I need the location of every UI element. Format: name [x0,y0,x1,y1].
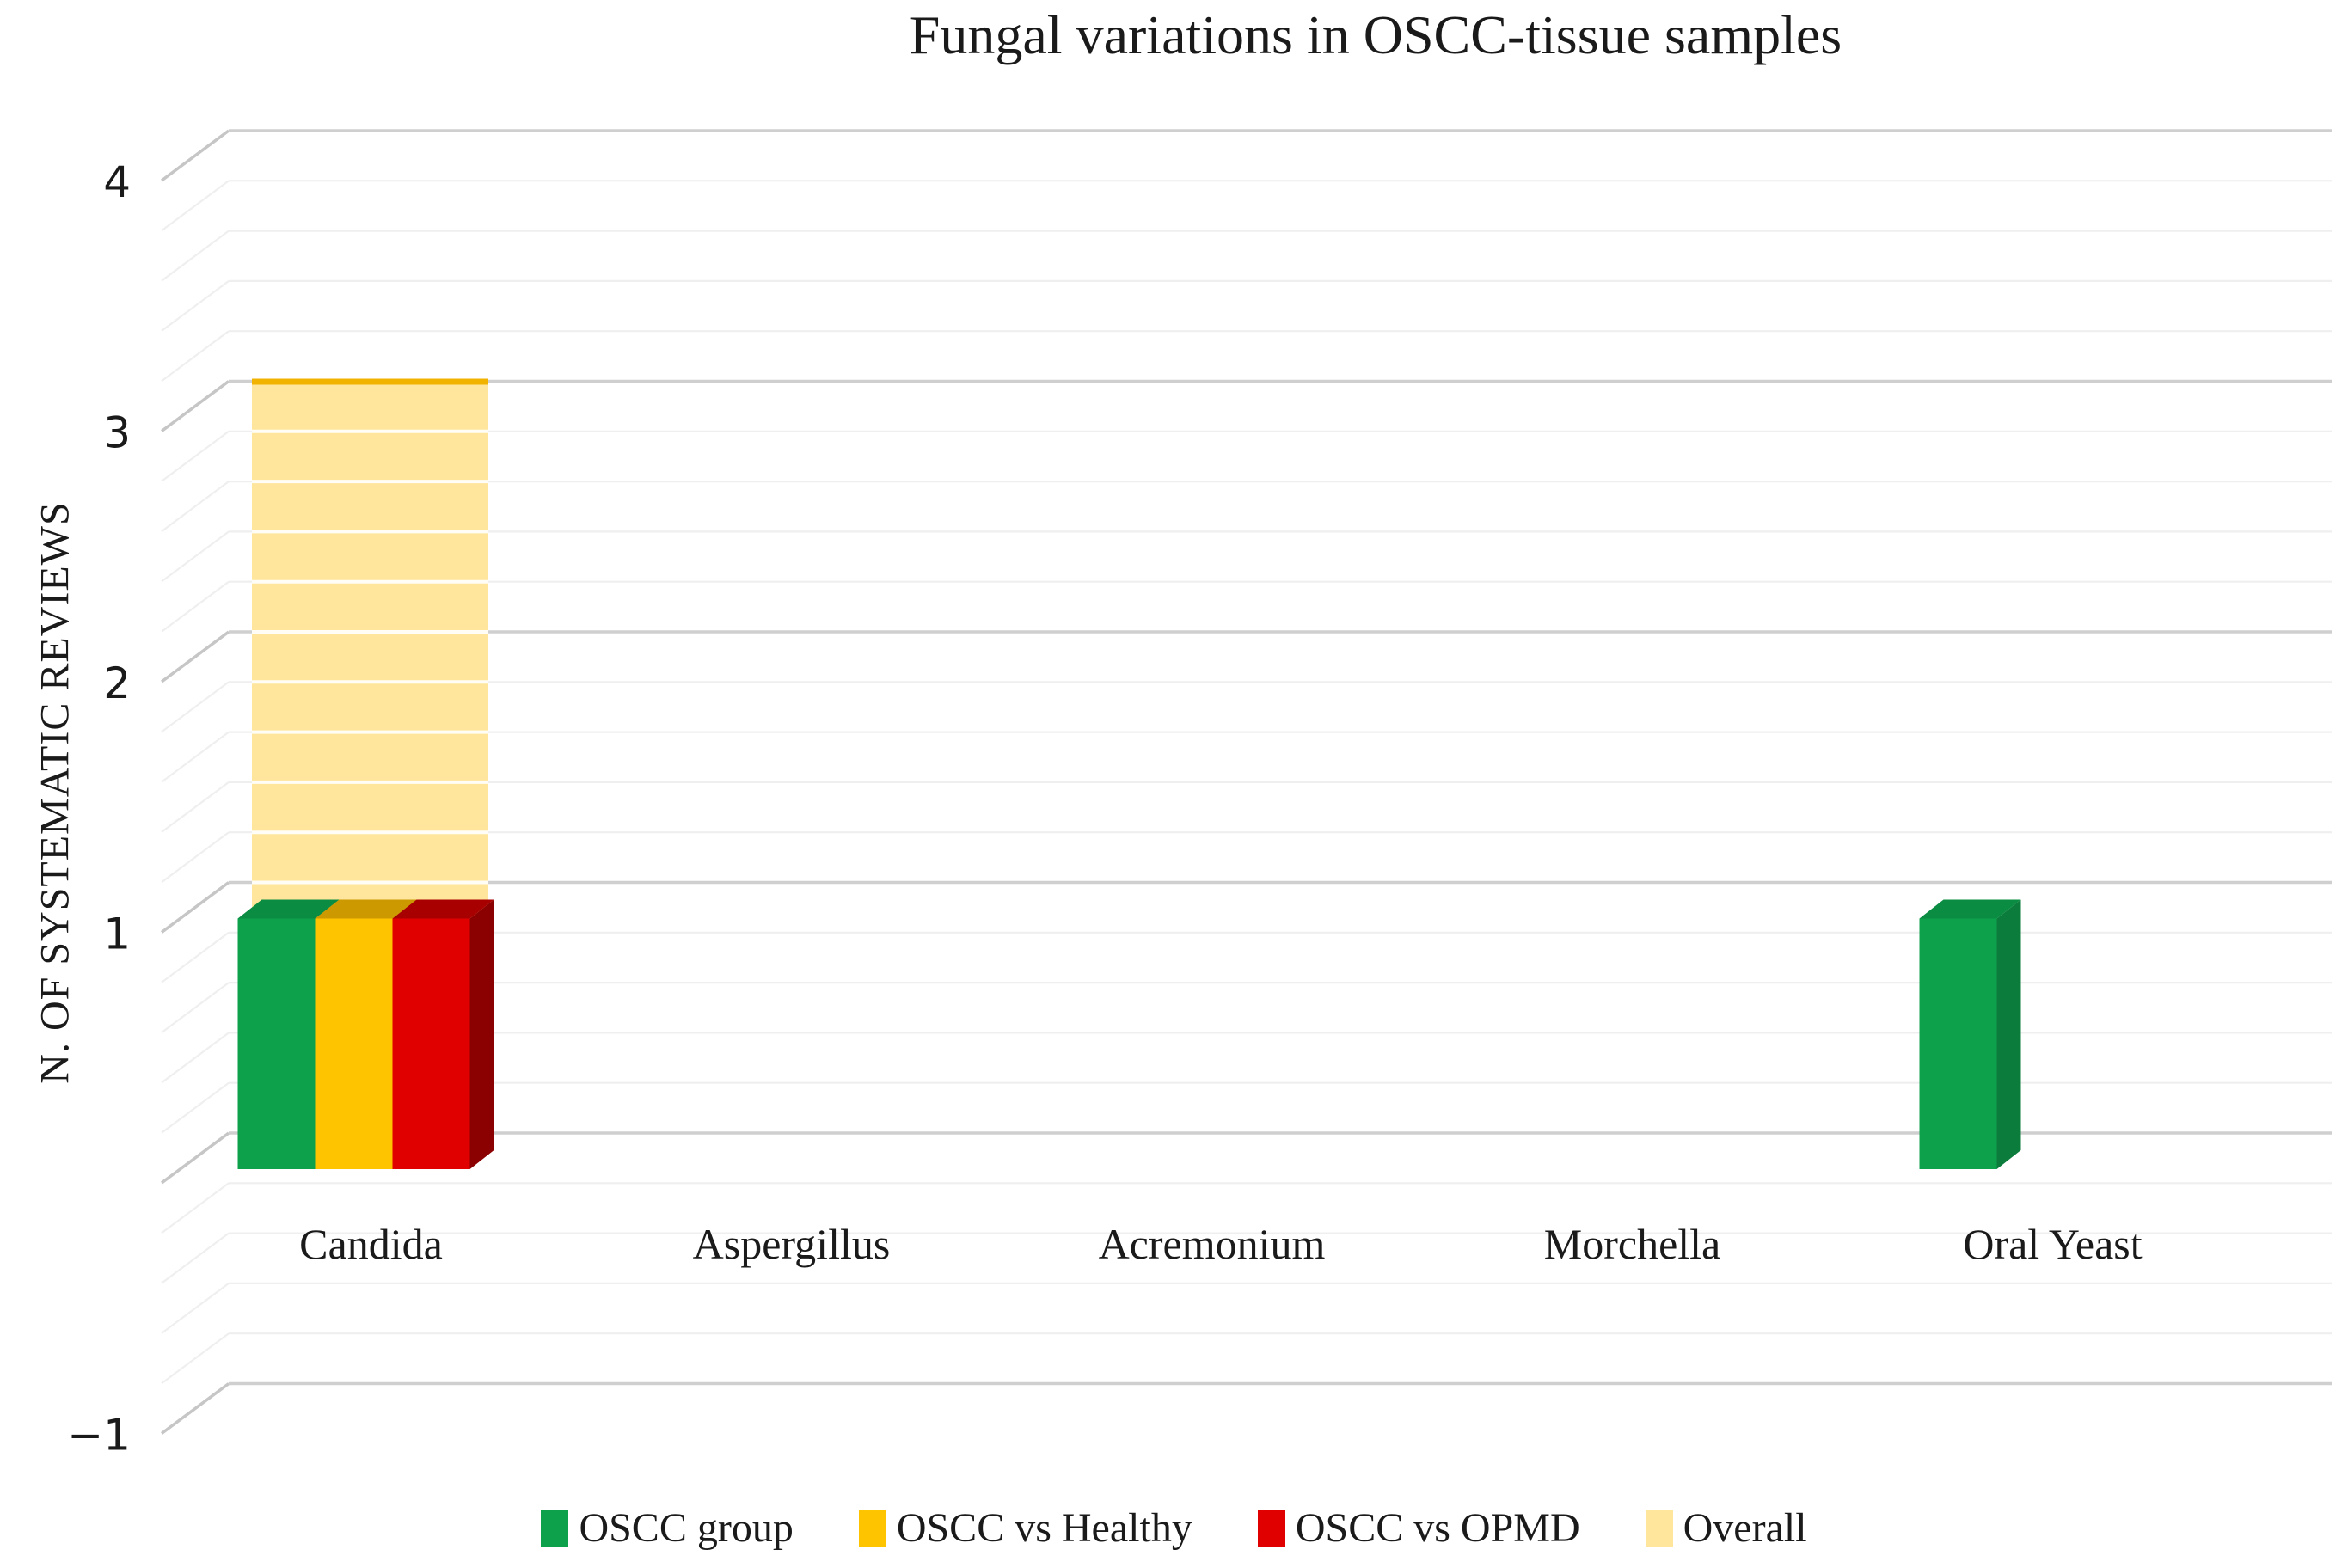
y-axis-ticks: 4 3 2 1 −1 [67,157,131,1461]
bar-top-face [237,899,340,919]
gridline-bevel [160,1131,230,1185]
gridline-bevel [161,1032,230,1084]
bar-front-face [237,918,316,1169]
bar-front-face [1919,918,1997,1169]
gridline-bevel [160,380,230,432]
category-label: Acremonium [1099,1220,1326,1268]
gridline-bevel [160,881,230,934]
gridline-bevel [161,1232,230,1284]
bar-top-face [315,899,417,919]
legend-label: OSCC vs Healthy [896,1505,1192,1551]
legend-swatch [858,1510,886,1547]
gridline-bevel [161,1081,230,1134]
bar-side-face [1996,899,2021,1169]
gridline-bevel [160,129,230,182]
legend-label: OSCC vs OPMD [1295,1505,1580,1551]
overall-bar-cap [252,378,488,385]
gridline-bevel [161,180,230,232]
bar-top-face [1919,899,2021,919]
category-label: Aspergillus [693,1220,891,1268]
gridline-bevel [161,831,230,884]
gridline-bevel [160,1382,230,1435]
bar-front-face [315,918,393,1169]
chart-legend: OSCC group OSCC vs Healthy OSCC vs OPMD Ove… [0,1504,2348,1552]
y-tick-label: 3 [103,408,131,458]
gridline-bevel [160,630,230,683]
legend-item-overall: Overall [1645,1504,1807,1552]
gridline-bevel [161,731,230,783]
gridline-bevel [161,1283,230,1334]
bar-top-face [392,899,494,919]
legend-label: OSCC group [579,1505,794,1551]
bar-side-face [469,899,494,1169]
gridline-bevel [161,781,230,833]
gridline-bevel [161,280,230,332]
series-bars [237,899,2021,1169]
y-tick-label: −1 [67,1411,131,1461]
legend-swatch [1257,1510,1285,1547]
gridline-bevel [161,430,230,482]
gridline-bevel [161,931,230,983]
category-label: Candida [299,1220,443,1268]
category-label: Morchella [1544,1220,1720,1268]
bar-front-face [392,918,470,1169]
category-label: Oral Yeast [1963,1220,2142,1268]
gridline-bevel [161,330,230,383]
gridline-bevel [161,1182,230,1234]
legend-swatch [1645,1510,1673,1547]
legend-swatch [541,1510,569,1547]
gridline-bevel [161,982,230,1033]
legend-item-oscc-vs-healthy: OSCC vs Healthy [858,1504,1192,1552]
y-tick-label: 4 [103,157,131,207]
gridline-bevel [161,230,230,282]
x-axis-category-labels: Candida Aspergillus Acremonium Morchella Ora… [299,1220,2143,1268]
gridline-bevel [161,1332,230,1385]
legend-label: Overall [1683,1505,1807,1551]
gridline-bevel [161,530,230,583]
y-tick-label: 1 [103,910,131,959]
gridline-bevel [161,481,230,532]
y-tick-label: 2 [103,658,131,708]
gridline-bevel [161,681,230,733]
legend-item-oscc-group: OSCC group [541,1504,794,1552]
gridline-bevel [161,580,230,633]
chart-title: Fungal variations in OSCC-tissue samples [909,4,1842,65]
legend-item-oscc-vs-opmd: OSCC vs OPMD [1257,1504,1580,1552]
